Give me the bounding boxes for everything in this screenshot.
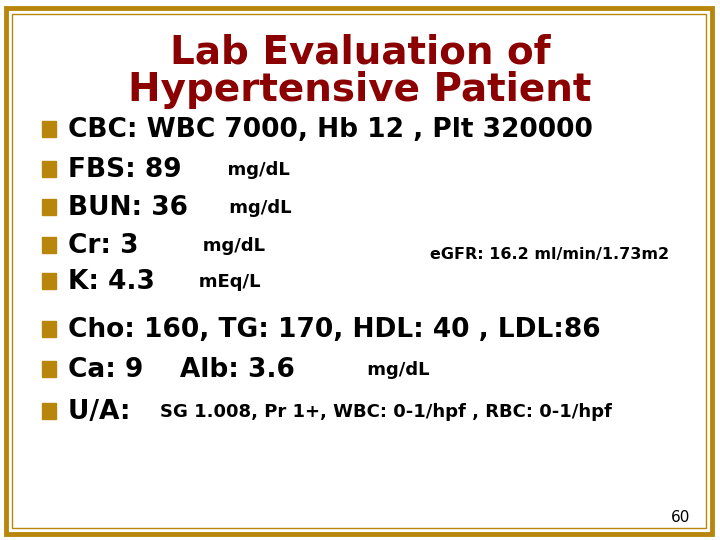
Text: FBS: 89: FBS: 89 <box>68 157 181 183</box>
Text: K: 4.3: K: 4.3 <box>68 269 155 295</box>
Text: Hypertensive Patient: Hypertensive Patient <box>128 71 592 109</box>
Bar <box>42 237 56 253</box>
Text: mg/dL: mg/dL <box>222 199 292 217</box>
Bar <box>42 321 56 337</box>
Text: 60: 60 <box>670 510 690 525</box>
Text: CBC: WBC 7000, Hb 12 , Plt 320000: CBC: WBC 7000, Hb 12 , Plt 320000 <box>68 117 593 143</box>
Text: Cho: 160, TG: 170, HDL: 40 , LDL:86: Cho: 160, TG: 170, HDL: 40 , LDL:86 <box>68 317 600 343</box>
Text: BUN: 36: BUN: 36 <box>68 195 188 221</box>
Text: U/A:: U/A: <box>68 399 140 425</box>
Text: Cr: 3: Cr: 3 <box>68 233 138 259</box>
Bar <box>42 121 56 137</box>
Text: eGFR: 16.2 ml/min/1.73m2: eGFR: 16.2 ml/min/1.73m2 <box>430 246 669 261</box>
Bar <box>42 161 56 177</box>
Bar <box>42 273 56 289</box>
Bar <box>42 403 56 419</box>
Text: SG 1.008, Pr 1+, WBC: 0-1/hpf , RBC: 0-1/hpf: SG 1.008, Pr 1+, WBC: 0-1/hpf , RBC: 0-1… <box>161 403 612 421</box>
Text: mg/dL: mg/dL <box>159 237 265 255</box>
Text: Ca: 9    Alb: 3.6: Ca: 9 Alb: 3.6 <box>68 357 295 383</box>
Text: Lab Evaluation of: Lab Evaluation of <box>170 33 550 71</box>
Bar <box>42 199 56 215</box>
Text: mg/dL: mg/dL <box>361 361 429 379</box>
Text: mEq/L: mEq/L <box>180 273 261 291</box>
Text: mg/dL: mg/dL <box>215 161 289 179</box>
Bar <box>42 361 56 377</box>
